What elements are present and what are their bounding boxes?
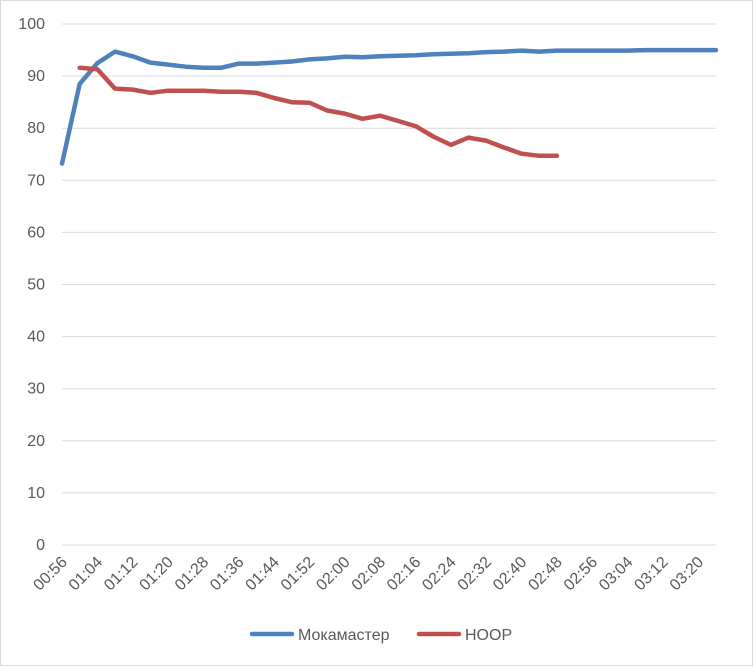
x-tick-label: 03:12: [631, 554, 671, 594]
y-tick-label: 20: [27, 433, 45, 450]
x-tick-label: 03:20: [667, 554, 707, 594]
x-tick-label: 02:40: [490, 554, 530, 594]
legend: Мокамастер HOOP: [249, 627, 512, 644]
series-line-0: [59, 47, 719, 166]
y-tick-label: 50: [27, 277, 45, 294]
x-tick-label: 01:20: [137, 554, 177, 594]
x-tick-label: 02:16: [384, 554, 424, 594]
x-tick-label: 02:56: [561, 554, 601, 594]
y-tick-label: 60: [27, 224, 45, 241]
x-tick-label: 01:28: [172, 554, 212, 594]
y-tick-label: 80: [27, 120, 45, 137]
y-tick-label: 30: [27, 381, 45, 398]
y-axis-tick-labels: 0 10 20 30 40 50 60 70 80 90 100: [18, 16, 45, 554]
x-tick-label: 02:00: [313, 554, 353, 594]
x-tick-label: 02:32: [455, 554, 495, 594]
legend-label: HOOP: [465, 627, 512, 644]
y-tick-label: 40: [27, 329, 45, 346]
x-tick-label: 01:36: [207, 554, 247, 594]
y-tick-label: 10: [27, 485, 45, 502]
x-tick-label: 02:08: [349, 554, 389, 594]
series-line-1: [77, 65, 560, 159]
x-tick-label: 01:12: [101, 554, 141, 594]
gridlines: [62, 23, 716, 546]
y-tick-label: 70: [27, 172, 45, 189]
x-tick-label: 03:04: [596, 554, 636, 594]
x-tick-label: 01:44: [243, 554, 283, 594]
x-tick-label: 01:52: [278, 554, 318, 594]
x-tick-label: 02:48: [525, 554, 565, 594]
legend-label: Мокамастер: [298, 627, 390, 644]
x-tick-label: 00:56: [30, 554, 70, 594]
series-lines: [59, 47, 719, 166]
y-tick-label: 0: [36, 537, 45, 554]
x-tick-label: 01:04: [66, 554, 106, 594]
y-tick-label: 90: [27, 68, 45, 85]
y-tick-label: 100: [18, 16, 45, 33]
x-axis-tick-labels: 00:5601:0401:1201:2001:2801:3601:4401:52…: [30, 554, 707, 594]
x-tick-label: 02:24: [419, 554, 459, 594]
